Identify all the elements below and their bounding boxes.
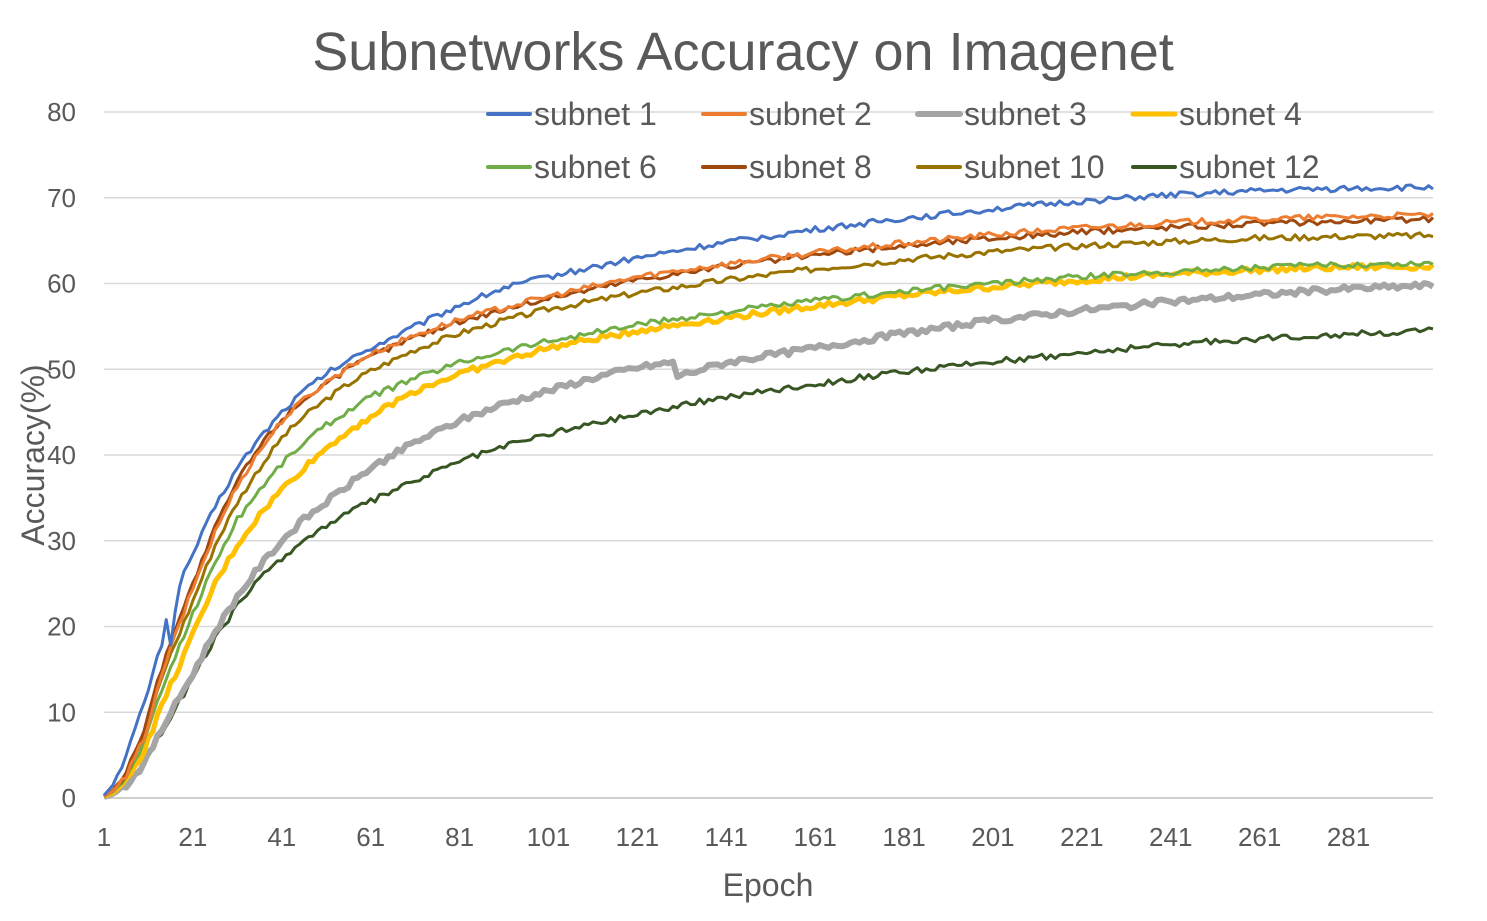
series-line-subnet-2 bbox=[103, 211, 1434, 798]
legend-label: subnet 2 bbox=[749, 96, 872, 132]
legend-label: subnet 8 bbox=[749, 149, 872, 185]
y-axis-label: Accuracy(%) bbox=[15, 364, 51, 545]
x-tick-label: 201 bbox=[971, 822, 1014, 852]
legend-label: subnet 4 bbox=[1179, 96, 1302, 132]
legend-item: subnet 12 bbox=[1131, 149, 1320, 185]
legend-item: subnet 1 bbox=[486, 96, 657, 132]
y-tick-label: 50 bbox=[47, 354, 76, 384]
x-tick-label: 141 bbox=[705, 822, 748, 852]
x-tick-label: 1 bbox=[97, 822, 111, 852]
series-line-subnet-12 bbox=[103, 326, 1434, 799]
series-line-subnet-1 bbox=[102, 183, 1434, 797]
y-tick-label: 30 bbox=[47, 526, 76, 556]
legend-item: subnet 8 bbox=[701, 149, 872, 185]
x-tick-label: 241 bbox=[1149, 822, 1192, 852]
legend-label: subnet 1 bbox=[534, 96, 657, 132]
legend-item: subnet 6 bbox=[486, 149, 657, 185]
legend-label: subnet 3 bbox=[964, 96, 1087, 132]
legend-label: subnet 6 bbox=[534, 149, 657, 185]
x-tick-label: 121 bbox=[616, 822, 659, 852]
chart-title: Subnetworks Accuracy on Imagenet bbox=[312, 22, 1173, 82]
x-tick-label: 261 bbox=[1238, 822, 1281, 852]
x-tick-label: 161 bbox=[793, 822, 836, 852]
x-tick-label: 181 bbox=[882, 822, 925, 852]
x-tick-label: 101 bbox=[527, 822, 570, 852]
legend-item: subnet 4 bbox=[1130, 96, 1302, 132]
x-axis-ticks: 1 21 41 61 81 101 121 141 161 181 201 221 241 261 281 bbox=[97, 822, 1370, 852]
series-lines bbox=[102, 183, 1435, 800]
legend-item: subnet 2 bbox=[701, 96, 872, 132]
x-tick-label: 21 bbox=[178, 822, 207, 852]
y-tick-label: 70 bbox=[47, 183, 76, 213]
x-tick-label: 41 bbox=[267, 822, 296, 852]
x-tick-label: 281 bbox=[1327, 822, 1370, 852]
y-tick-label: 60 bbox=[47, 269, 76, 299]
series-line-subnet-3 bbox=[102, 280, 1435, 800]
gridlines bbox=[104, 111, 1433, 799]
y-axis-ticks: 0 10 20 30 40 50 60 70 80 bbox=[47, 97, 76, 813]
y-tick-label: 0 bbox=[62, 783, 76, 813]
legend-label: subnet 12 bbox=[1179, 149, 1320, 185]
y-tick-label: 20 bbox=[47, 612, 76, 642]
x-tick-label: 61 bbox=[356, 822, 385, 852]
x-axis-label: Epoch bbox=[723, 867, 814, 903]
legend-item: subnet 10 bbox=[916, 149, 1105, 185]
legend-label: subnet 10 bbox=[964, 149, 1105, 185]
series-line-subnet-10 bbox=[103, 231, 1434, 798]
y-tick-label: 10 bbox=[47, 697, 76, 727]
series-line-subnet-6 bbox=[103, 260, 1434, 798]
x-tick-label: 81 bbox=[445, 822, 474, 852]
legend-item: subnet 3 bbox=[915, 96, 1087, 132]
y-tick-label: 40 bbox=[47, 440, 76, 470]
x-tick-label: 221 bbox=[1060, 822, 1103, 852]
y-tick-label: 80 bbox=[47, 97, 76, 127]
legend: subnet 1 subnet 2 subnet 3 subnet 4 subnet 6… bbox=[486, 96, 1320, 185]
